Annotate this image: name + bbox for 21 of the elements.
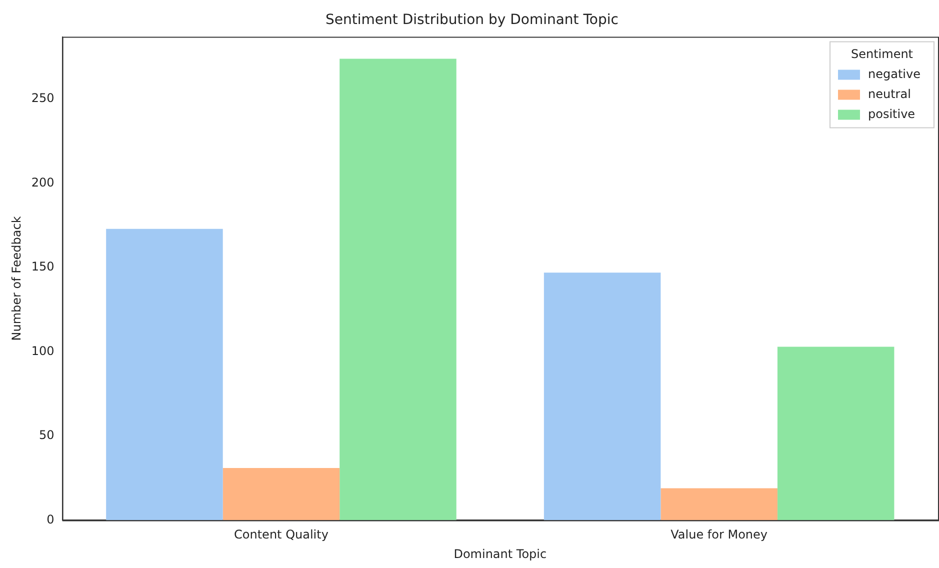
x-axis-title: Dominant Topic <box>454 546 547 561</box>
y-tick-label: 150 <box>31 260 54 274</box>
y-tick-label: 200 <box>31 175 54 190</box>
y-tick-label: 0 <box>46 512 54 526</box>
x-tick-label: Value for Money <box>670 528 768 542</box>
x-tick-label: Content Quality <box>234 528 328 542</box>
bar <box>340 58 456 520</box>
legend-title: Sentiment <box>850 46 914 61</box>
bar <box>777 346 894 520</box>
legend-label: positive <box>868 106 916 121</box>
bar <box>660 488 778 520</box>
bar <box>544 272 661 520</box>
legend-label: neutral <box>868 86 911 101</box>
chart-title: Sentiment Distribution by Dominant Topic <box>326 12 618 28</box>
y-axis-title: Number of Feedback <box>9 216 24 341</box>
y-tick-label: 250 <box>31 91 54 106</box>
bar <box>106 228 223 520</box>
y-tick-label: 50 <box>39 428 54 442</box>
y-tick-label: 100 <box>31 344 54 358</box>
bar <box>222 468 340 520</box>
legend-label: negative <box>868 66 920 81</box>
